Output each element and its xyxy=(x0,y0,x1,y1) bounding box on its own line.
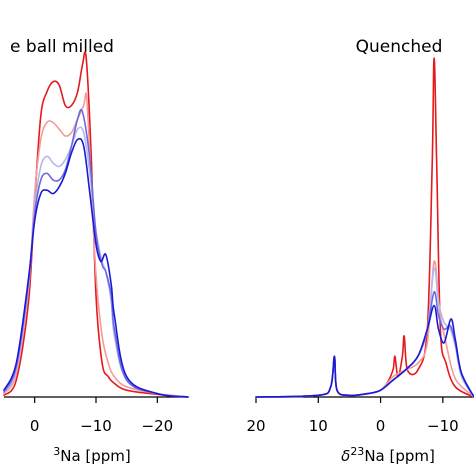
x-tick-label: −20 xyxy=(142,417,174,435)
x-axis-label-superscript: 23 xyxy=(350,445,364,458)
x-axis-label-text: Na [ppm] xyxy=(60,447,131,465)
spectrum-line-5 xyxy=(3,137,189,398)
panel-title: e ball milled xyxy=(10,37,114,57)
x-tick-label: 10 xyxy=(309,417,328,435)
x-tick-label: 0 xyxy=(376,417,386,435)
spectrum-line-5 xyxy=(255,304,474,398)
x-axis-label-superscript: 3 xyxy=(53,445,60,458)
spectrum-line-1 xyxy=(255,57,474,398)
x-tick-label: 20 xyxy=(246,417,265,435)
spectra xyxy=(255,57,474,398)
x-tick-label: −10 xyxy=(80,417,112,435)
spectrum-line-2 xyxy=(255,260,474,398)
panel-ball-milled: e ball milled 0 −10 −20 3Na [ppm] xyxy=(3,37,189,465)
x-ticks: 20 10 0 −10 xyxy=(246,397,459,435)
x-tick-label: −10 xyxy=(427,417,459,435)
x-axis-label-text: Na [ppm] xyxy=(364,447,435,465)
spectrum-line-4 xyxy=(3,108,189,398)
x-tick-label: 0 xyxy=(30,417,40,435)
panel-title: Quenched xyxy=(356,37,443,57)
x-axis-label: δ23Na [ppm] xyxy=(341,445,435,465)
panel-quenched: Quenched 20 10 0 −10 δ23Na [ppm] xyxy=(246,37,474,465)
spectra xyxy=(3,51,189,398)
x-axis-label: 3Na [ppm] xyxy=(53,445,131,465)
x-ticks: 0 −10 −20 xyxy=(30,397,173,435)
x-axis-label-symbol: δ xyxy=(341,447,350,465)
